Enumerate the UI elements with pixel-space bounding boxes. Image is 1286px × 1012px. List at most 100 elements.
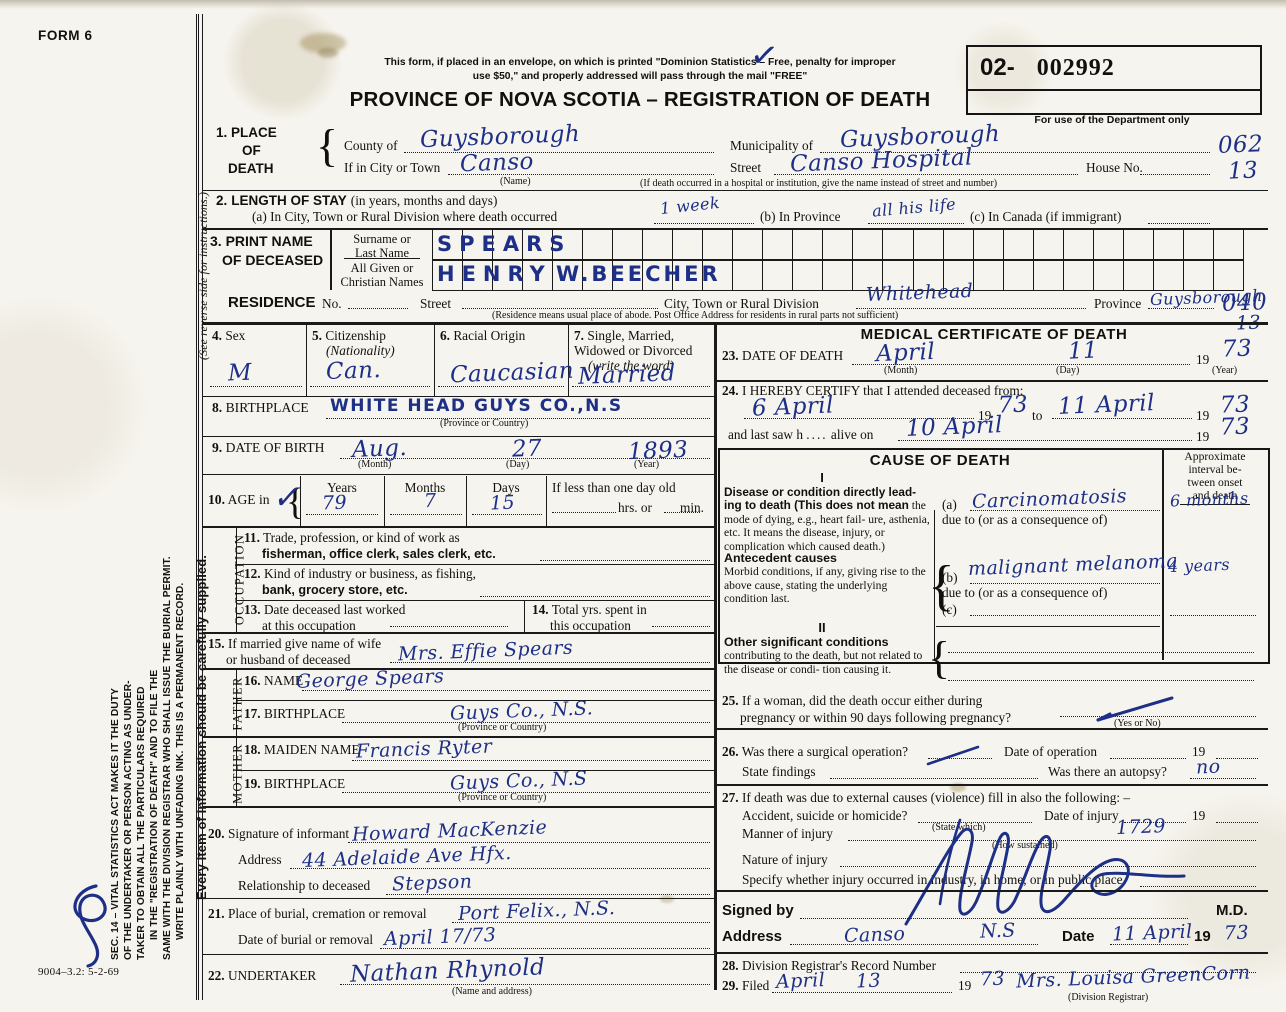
city-town-rule	[448, 174, 714, 175]
section-9-number: 9.	[212, 440, 223, 455]
grid-cell[interactable]	[583, 260, 614, 290]
grid-cell[interactable]	[433, 230, 464, 260]
grid-cell[interactable]	[944, 230, 974, 260]
death-day-note: (Day)	[1056, 365, 1080, 376]
grid-cell[interactable]	[914, 230, 944, 260]
grid-cell[interactable]	[493, 260, 524, 290]
other-conditions-rule-2	[948, 680, 1254, 681]
rule-under-section-8	[202, 436, 714, 438]
surname-grid[interactable]	[432, 229, 1244, 261]
envelope-notice-line-1: This form, if placed in an envelope, on …	[384, 57, 896, 68]
death-date-year: 73	[1221, 335, 1253, 363]
section-3-title-2: OF DECEASED	[222, 252, 324, 268]
grid-cell[interactable]	[1004, 260, 1034, 290]
county-rule	[404, 152, 714, 153]
given-name-value: HENRY	[437, 262, 552, 286]
manner-of-injury-rule	[848, 840, 1256, 841]
injury-date-label: Date of injury	[1044, 808, 1119, 823]
grid-cell[interactable]	[733, 260, 764, 290]
grid-cell[interactable]	[823, 260, 854, 290]
grid-cell[interactable]	[914, 260, 944, 290]
grid-cell[interactable]	[1154, 230, 1184, 260]
grid-cell[interactable]	[583, 230, 614, 260]
section-7-label: 7. Single, Married, Widowed or Divorced …	[574, 328, 692, 373]
dob-day-note: (Day)	[506, 459, 530, 470]
grid-cell[interactable]	[463, 230, 494, 260]
grid-cell[interactable]	[1214, 260, 1243, 290]
grid-cell[interactable]	[463, 260, 494, 290]
grid-cell[interactable]	[673, 230, 704, 260]
section-26-text: Was there a surgical operation?	[741, 744, 909, 759]
grid-cell[interactable]	[853, 230, 884, 260]
item-13-number: 13.	[244, 602, 261, 617]
surgical-strikethrough	[926, 745, 980, 766]
grid-cell[interactable]	[1094, 230, 1124, 260]
undertaker-note: (Name and address)	[452, 986, 532, 997]
item-11-text-1: Trade, profession, or kind of work as	[262, 530, 460, 545]
grid-cell[interactable]	[1154, 260, 1184, 290]
grid-cell[interactable]	[643, 260, 674, 290]
legal-notice-line-1: SEC. 14 – VITAL STATISTICS ACT MAKES IT …	[110, 688, 121, 960]
grid-cell[interactable]	[1034, 260, 1064, 290]
grid-cell[interactable]	[493, 230, 524, 260]
grid-cell[interactable]	[553, 260, 584, 290]
grid-cell[interactable]	[793, 230, 824, 260]
grid-cell[interactable]	[853, 260, 884, 290]
grid-cell[interactable]	[1124, 230, 1154, 260]
grid-cell[interactable]	[883, 260, 914, 290]
grid-cell[interactable]	[1004, 230, 1034, 260]
grid-cell[interactable]	[673, 260, 704, 290]
grid-cell[interactable]	[433, 260, 464, 290]
grid-cell[interactable]	[1064, 260, 1094, 290]
autopsy-value: no	[1195, 755, 1221, 779]
grid-cell[interactable]	[1124, 260, 1154, 290]
rule-under-section-25	[716, 728, 1268, 730]
grid-cell[interactable]	[793, 260, 824, 290]
grid-cell[interactable]	[1184, 230, 1214, 260]
age-hrs-label: hrs. or	[618, 500, 652, 515]
grid-cell[interactable]	[1034, 230, 1064, 260]
grid-cell[interactable]	[1184, 260, 1214, 290]
city-town-value: Canso	[459, 148, 535, 178]
grid-cell[interactable]	[974, 230, 1004, 260]
cause-text-divider	[934, 510, 936, 660]
doctor-address-province: N.S	[979, 919, 1017, 943]
section-15-label: 15. If married give name of wife or husb…	[208, 636, 381, 668]
rule-under-item-11	[236, 564, 714, 566]
age-col-3	[466, 476, 468, 526]
age-days-label: Days	[492, 480, 520, 495]
grid-cell[interactable]	[763, 230, 794, 260]
grid-cell[interactable]	[823, 230, 854, 260]
informant-relationship-label: Relationship to deceased	[238, 878, 371, 893]
last-saw-text-2: alive on	[830, 427, 874, 442]
grid-cell[interactable]	[1064, 230, 1094, 260]
grid-cell[interactable]	[883, 230, 914, 260]
section-1-number-label: 1. PLACE OF DEATH	[216, 124, 277, 178]
grid-cell[interactable]	[523, 230, 554, 260]
item-17-label: 17. BIRTHPLACE	[244, 706, 345, 722]
footer-code: 9004–3.2: 5-2-69	[38, 966, 120, 978]
grid-cell[interactable]	[974, 260, 1004, 290]
grid-cell[interactable]	[703, 260, 734, 290]
grid-cell[interactable]	[523, 260, 554, 290]
given-names-grid[interactable]	[432, 259, 1244, 291]
section-6-number: 6.	[440, 328, 450, 343]
informant-relationship-value: Stepson	[391, 870, 473, 896]
injury-year-rule	[1216, 822, 1258, 823]
section-22-number: 22.	[208, 968, 225, 983]
grid-cell[interactable]	[703, 230, 734, 260]
grid-cell[interactable]	[1214, 230, 1243, 260]
grid-cell[interactable]	[553, 230, 584, 260]
grid-cell[interactable]	[613, 230, 644, 260]
grid-cell[interactable]	[613, 260, 644, 290]
rule-under-item-16	[236, 700, 714, 702]
age-min-rule	[664, 512, 700, 513]
doctor-address-label: Address	[722, 928, 783, 945]
grid-cell[interactable]	[733, 230, 764, 260]
grid-cell[interactable]	[643, 230, 674, 260]
item-17-text: BIRTHPLACE	[263, 706, 346, 721]
cause-of-death-table	[718, 448, 1270, 664]
grid-cell[interactable]	[1094, 260, 1124, 290]
grid-cell[interactable]	[944, 260, 974, 290]
grid-cell[interactable]	[763, 260, 794, 290]
